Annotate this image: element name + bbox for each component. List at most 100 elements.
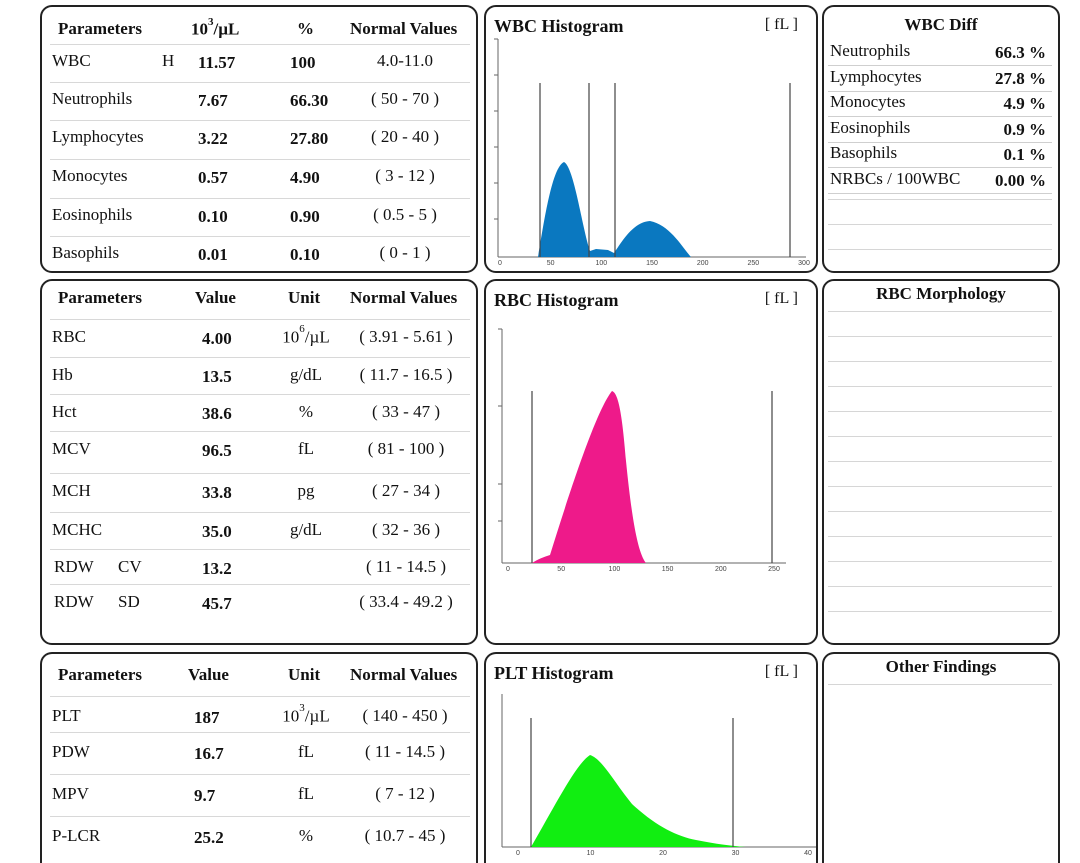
param-percent: 0.10	[290, 245, 320, 264]
unit-exponent: 6	[299, 323, 305, 335]
param-value: 0.10	[198, 207, 228, 226]
plt-parameters-panel: Parameters Value Unit Normal Values PLT 1…	[40, 652, 478, 863]
param-name: PLT	[52, 706, 81, 725]
divider	[828, 486, 1052, 487]
divider	[828, 611, 1052, 612]
param-value: 9.7	[194, 786, 216, 805]
param-normal: ( 32 - 36 )	[372, 520, 440, 539]
flag-high: H	[162, 51, 175, 70]
rbc-parameters-panel: Parameters Value Unit Normal Values RBC 4…	[40, 279, 478, 645]
param-value: 25.2	[194, 828, 224, 847]
row-divider	[50, 774, 470, 775]
param-value: 0.57	[198, 168, 228, 187]
param-value: 13.2	[202, 559, 232, 578]
diff-label: Lymphocytes	[830, 66, 922, 86]
row-divider	[50, 394, 470, 395]
col-header-normal-values: Normal Values	[350, 665, 458, 684]
param-value: 3.22	[198, 129, 228, 148]
histogram-title: WBC Histogram	[494, 16, 624, 36]
row-divider	[50, 473, 470, 474]
param-normal: ( 0 - 1 )	[379, 243, 431, 262]
col-header-count-unit: 103/µL	[191, 16, 240, 40]
param-percent: 0.90	[290, 207, 320, 226]
divider	[828, 361, 1052, 362]
col-header-value: Value	[188, 665, 229, 684]
param-unit: g/dL	[270, 520, 342, 540]
divider	[828, 561, 1052, 562]
col-header-parameters: Parameters	[58, 665, 143, 684]
diff-value: 27.8 %	[995, 68, 1046, 88]
diff-value: 0.1 %	[1003, 145, 1047, 164]
diff-row: Lymphocytes 27.8 %	[828, 65, 1052, 92]
other-findings-panel: Other Findings	[822, 652, 1060, 863]
rbc-histogram-plot: 0 50 100 150 200 250	[498, 328, 786, 573]
param-name: MPV	[52, 784, 89, 803]
param-normal: ( 11 - 14.5 )	[364, 742, 446, 761]
unit-tail: /µL	[304, 706, 330, 726]
diff-row: Neutrophils 66.3 %	[828, 39, 1052, 66]
row-divider	[50, 120, 470, 121]
histogram-unit: [ fL ]	[764, 290, 798, 307]
histogram-unit: [ fL ]	[764, 16, 798, 33]
other-findings-title: Other Findings	[885, 657, 997, 676]
param-name: Basophils	[52, 243, 120, 262]
divider	[828, 436, 1052, 437]
unit-base: %	[298, 826, 314, 845]
param-value: 187	[194, 708, 220, 727]
axis-tick-label: 10	[587, 850, 595, 857]
param-normal: ( 7 - 12 )	[375, 784, 435, 803]
row-divider	[50, 159, 470, 160]
row-divider	[50, 512, 470, 513]
axis-tick-label: 250	[747, 260, 759, 267]
diff-row: Basophils 0.1 %	[828, 141, 1052, 168]
divider	[828, 684, 1052, 685]
param-unit: fL	[270, 784, 342, 804]
param-normal: ( 0.5 - 5 )	[373, 205, 437, 224]
rbc-morphology-panel: RBC Morphology	[822, 279, 1060, 645]
param-unit: pg	[270, 481, 342, 501]
param-unit: 106/µL	[270, 323, 342, 348]
param-normal: ( 11.7 - 16.5 )	[359, 365, 453, 384]
param-value: 0.01	[198, 245, 228, 264]
param-normal: ( 20 - 40 )	[371, 127, 439, 146]
param-name: Lymphocytes	[52, 127, 144, 146]
param-normal: ( 140 - 450 )	[362, 706, 448, 725]
unit-tail: /µL	[213, 19, 240, 39]
param-name: RBC	[52, 327, 87, 346]
param-name: Eosinophils	[52, 205, 133, 224]
col-header-parameters: Parameters	[58, 288, 143, 307]
divider	[828, 386, 1052, 387]
unit-base: g/dL	[289, 365, 323, 384]
col-header-percent: %	[297, 19, 314, 38]
row-divider	[50, 82, 470, 83]
axis-tick-label: 0	[506, 566, 510, 573]
row-divider	[50, 732, 470, 733]
param-value: 4.00	[202, 329, 232, 348]
row-divider	[50, 549, 470, 550]
diff-label: NRBCs / 100WBC	[830, 168, 961, 188]
divider	[828, 536, 1052, 537]
axis-tick-label: 100	[595, 260, 607, 267]
param-percent: 66.30	[290, 91, 329, 110]
param-value: 45.7	[202, 594, 232, 613]
axis-tick-label: 150	[646, 260, 658, 267]
unit-base: fL	[297, 742, 315, 761]
divider	[828, 586, 1052, 587]
axis-tick-label: 30	[732, 850, 740, 857]
param-normal: ( 27 - 34 )	[372, 481, 440, 500]
param-name: WBC	[52, 51, 91, 70]
param-value: 16.7	[194, 744, 224, 763]
param-name: Neutrophils	[52, 89, 133, 108]
divider	[828, 199, 1052, 200]
unit-base: 10	[191, 19, 208, 39]
param-name: PDW	[52, 742, 90, 761]
diff-value: 66.3 %	[995, 43, 1046, 62]
divider	[828, 461, 1052, 462]
unit-base: pg	[297, 481, 315, 500]
plt-histogram-plot: 0 10 20 30 40	[501, 694, 816, 857]
axis-tick-label: 300	[798, 260, 810, 267]
wbc-diff-title: WBC Diff	[904, 15, 978, 34]
axis-tick-label: 200	[697, 260, 709, 267]
param-subname: CV	[118, 557, 142, 576]
diff-label: Eosinophils	[830, 117, 911, 137]
